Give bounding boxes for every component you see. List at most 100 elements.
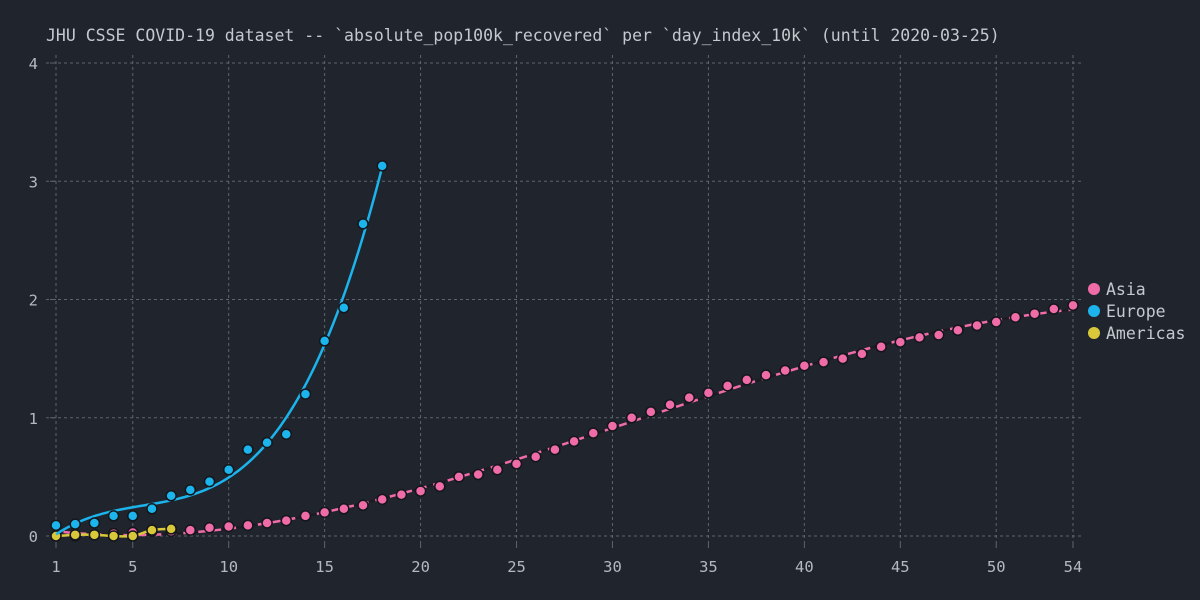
legend-item-americas: Americas xyxy=(1088,324,1185,343)
data-point-asia xyxy=(875,341,887,353)
data-point-asia xyxy=(472,468,484,481)
data-point-asia xyxy=(741,374,753,386)
data-point-asia xyxy=(1048,303,1060,315)
data-point-asia xyxy=(779,364,791,377)
legend-label-americas: Americas xyxy=(1106,324,1185,343)
x-tick-label: 25 xyxy=(507,558,526,576)
data-point-americas xyxy=(165,523,177,535)
data-point-asia xyxy=(932,329,945,341)
series-asia xyxy=(50,299,1079,542)
y-tick-label: 4 xyxy=(29,55,38,73)
x-tick-label: 40 xyxy=(795,558,814,576)
data-point-asia xyxy=(836,352,849,365)
data-point-europe xyxy=(242,443,254,456)
x-tick-label: 35 xyxy=(699,558,718,576)
data-point-europe xyxy=(127,510,139,522)
x-tick-label: 54 xyxy=(1064,558,1083,576)
series-line-europe xyxy=(55,166,384,536)
x-tick-label: 5 xyxy=(128,558,137,576)
data-point-asia xyxy=(376,493,388,506)
data-point-asia xyxy=(338,503,350,515)
data-point-europe xyxy=(357,218,369,230)
data-point-europe xyxy=(376,160,388,172)
data-point-asia xyxy=(414,485,427,497)
data-point-asia xyxy=(299,510,312,522)
data-point-asia xyxy=(664,398,676,411)
data-point-europe xyxy=(107,510,120,522)
data-point-americas xyxy=(107,530,120,542)
data-point-asia xyxy=(184,524,197,536)
grid xyxy=(46,55,1081,542)
data-point-asia xyxy=(453,471,465,483)
data-point-asia xyxy=(721,380,734,392)
legend-label-europe: Europe xyxy=(1106,302,1166,321)
legend-marker-americas xyxy=(1088,327,1100,339)
series-line-asia-dash xyxy=(55,308,1074,537)
data-point-asia xyxy=(702,387,715,399)
data-point-asia xyxy=(606,420,619,432)
data-point-asia xyxy=(856,348,868,360)
y-tick-label: 2 xyxy=(29,292,38,310)
data-point-americas xyxy=(88,529,101,541)
series-americas xyxy=(50,523,177,542)
data-point-asia xyxy=(1028,307,1041,320)
data-point-americas xyxy=(127,530,139,542)
legend-item-asia: Asia xyxy=(1088,280,1146,299)
data-point-asia xyxy=(798,359,811,372)
data-point-europe xyxy=(338,302,350,314)
data-point-asia xyxy=(952,324,964,336)
data-point-europe xyxy=(165,490,177,502)
data-point-asia xyxy=(568,435,580,448)
x-tick-label: 30 xyxy=(603,558,622,576)
data-point-asia xyxy=(894,336,907,348)
data-point-asia xyxy=(817,356,830,368)
data-point-asia xyxy=(529,451,542,463)
data-point-asia xyxy=(549,443,561,456)
data-point-europe xyxy=(318,335,331,347)
x-tick-label: 50 xyxy=(987,558,1006,576)
data-point-asia xyxy=(318,506,331,519)
data-point-asia xyxy=(683,391,695,404)
data-point-asia xyxy=(760,369,772,381)
chart-title: JHU CSSE COVID-19 dataset -- `absolute_p… xyxy=(46,26,1000,45)
y-tick-label: 1 xyxy=(29,410,38,428)
series-europe xyxy=(50,160,388,536)
data-point-americas xyxy=(69,529,81,541)
y-tick-label: 3 xyxy=(29,173,38,191)
x-tick-label: 45 xyxy=(891,558,910,576)
x-tick-label: 20 xyxy=(411,558,430,576)
data-point-asia xyxy=(510,458,523,470)
data-point-asia xyxy=(990,316,1002,328)
data-point-asia xyxy=(357,499,369,512)
x-tick-label: 15 xyxy=(315,558,334,576)
legend-item-europe: Europe xyxy=(1088,302,1166,321)
data-point-asia xyxy=(395,488,408,501)
legend-marker-asia xyxy=(1088,283,1100,295)
data-point-americas xyxy=(146,524,158,536)
data-point-asia xyxy=(203,521,216,534)
data-point-asia xyxy=(261,517,273,529)
data-point-europe xyxy=(299,388,312,400)
data-point-asia xyxy=(645,406,657,418)
data-point-asia xyxy=(625,412,638,424)
x-tick-label: 1 xyxy=(51,558,60,576)
data-point-europe xyxy=(203,475,216,488)
data-point-asia xyxy=(434,480,446,493)
data-point-europe xyxy=(184,484,197,496)
series-layer xyxy=(50,160,1079,542)
data-point-europe xyxy=(50,519,62,532)
legend-marker-europe xyxy=(1088,305,1100,317)
data-point-europe xyxy=(88,517,101,529)
data-point-asia xyxy=(587,427,600,439)
data-point-europe xyxy=(280,428,293,441)
legend: Asia Europe Americas xyxy=(1088,280,1185,343)
data-point-asia xyxy=(1009,311,1022,323)
data-point-asia xyxy=(913,331,926,344)
data-point-europe xyxy=(146,503,158,515)
data-point-europe xyxy=(222,464,235,476)
y-tick-label: 0 xyxy=(29,528,38,546)
data-point-asia xyxy=(491,464,504,476)
data-point-asia xyxy=(222,520,235,533)
